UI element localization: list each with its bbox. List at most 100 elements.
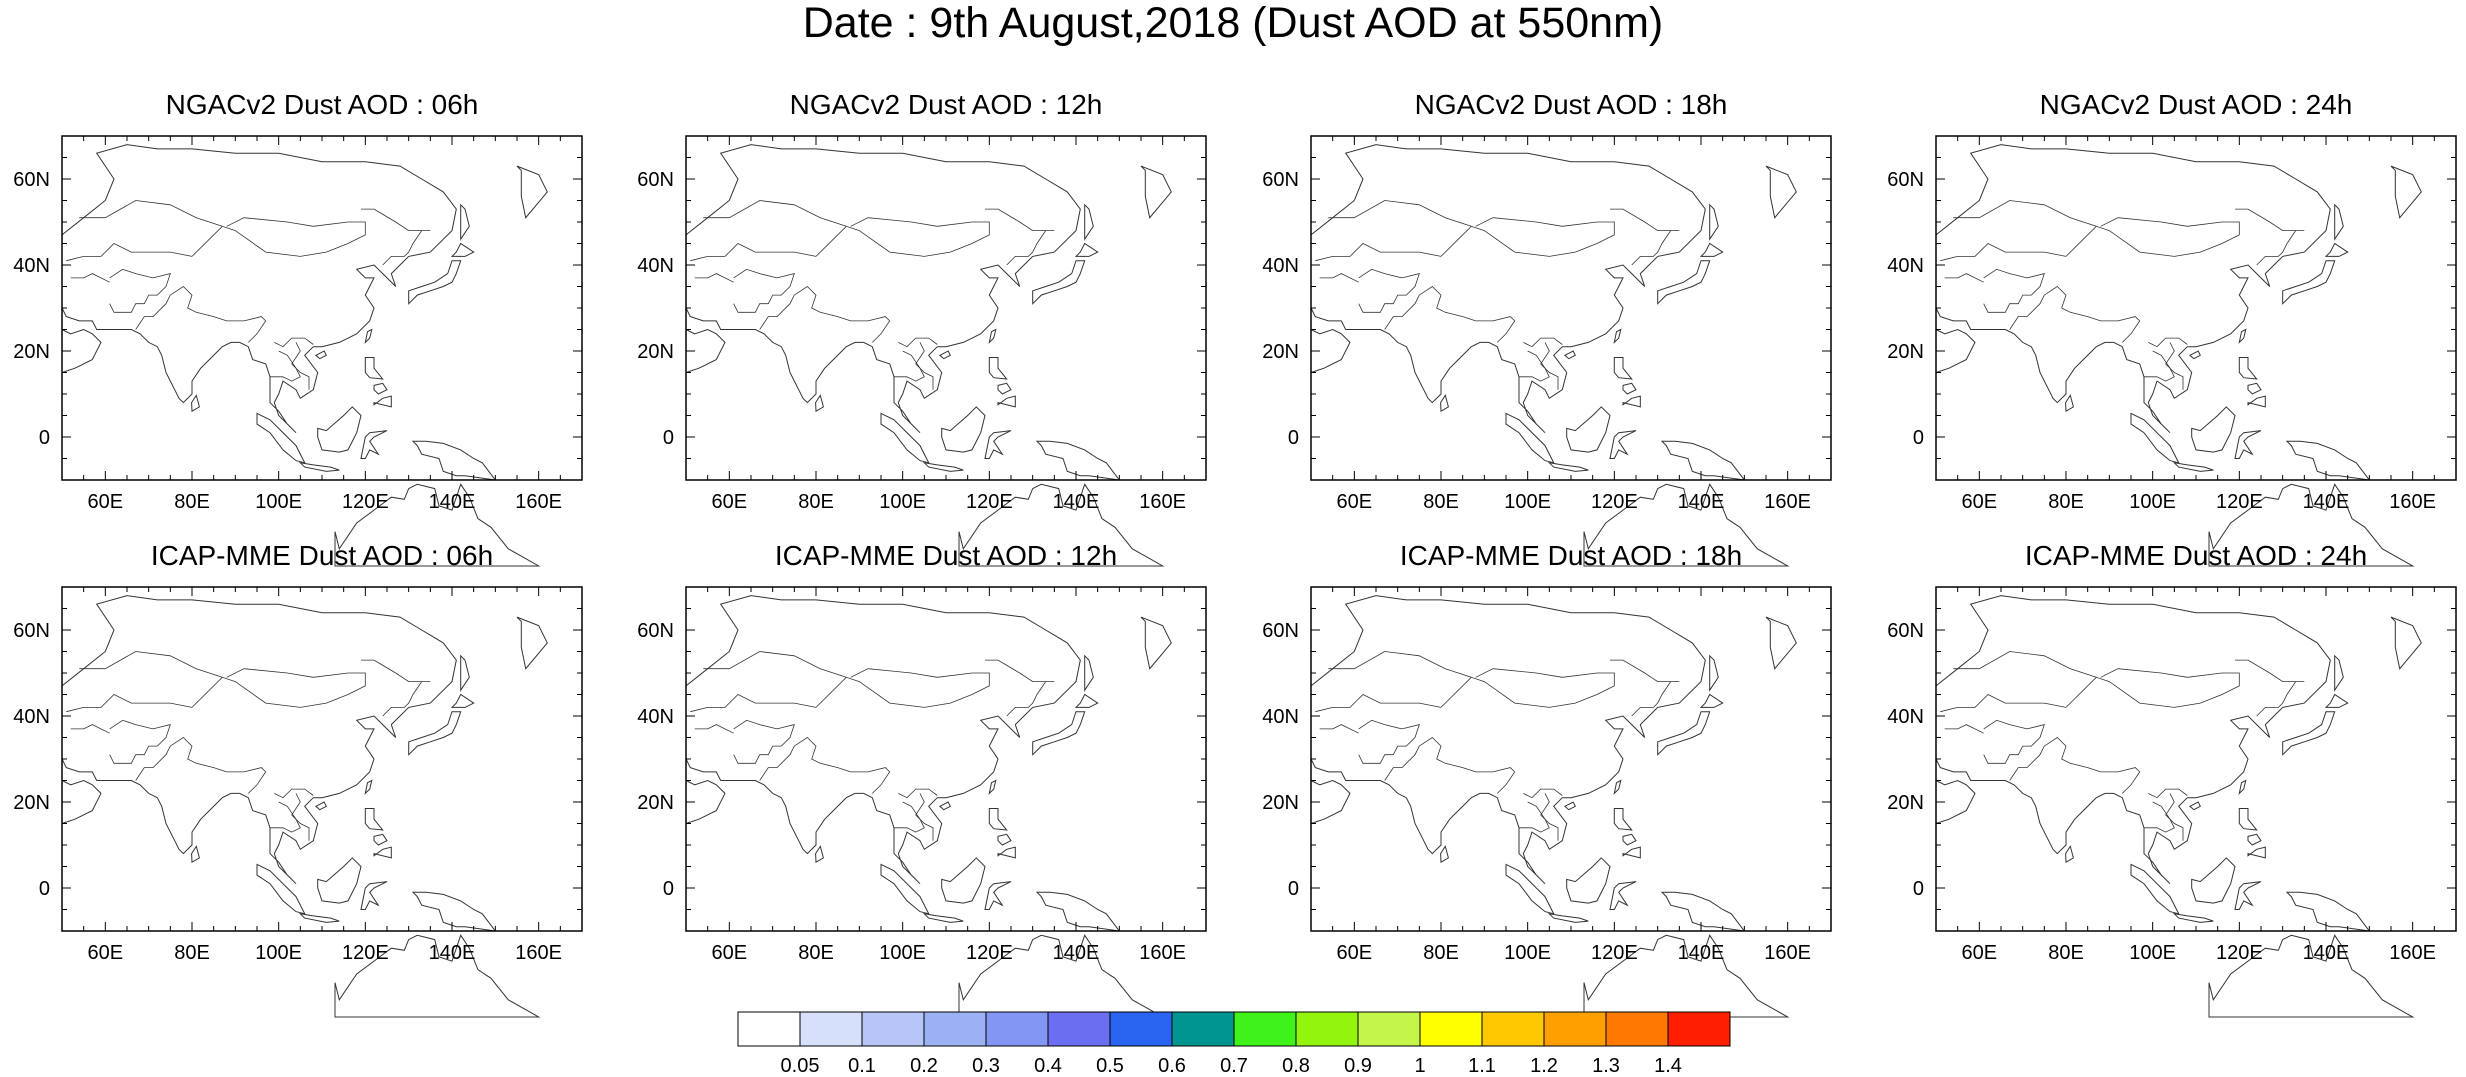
coastline (1660, 440, 1746, 481)
country-border (898, 788, 938, 799)
country-border (1631, 230, 1680, 266)
country-border (898, 337, 938, 348)
coastline (2238, 357, 2258, 380)
lat-tick-label: 20N (637, 341, 674, 363)
coastline (1035, 440, 1121, 481)
country-border (690, 694, 817, 713)
coastline (61, 595, 457, 885)
lon-tick-label: 160E (2389, 491, 2436, 513)
lat-tick-label: 60N (1262, 169, 1299, 191)
lon-tick-label: 80E (1423, 491, 1459, 513)
panel-title: ICAP-MME Dust AOD : 06h (150, 540, 494, 571)
coastline (460, 203, 470, 241)
coastline (1613, 357, 1633, 380)
lat-tick-label: 0 (39, 427, 50, 449)
coastline (1609, 430, 1637, 459)
coastline (2065, 845, 2074, 864)
coastline (1084, 654, 1094, 692)
coastline (2238, 328, 2247, 344)
lat-tick-label: 60N (1887, 620, 1924, 642)
colorbar-swatch (985, 1011, 1049, 1047)
country-border (1519, 350, 1550, 382)
coastline (1564, 801, 1576, 811)
coastline (2390, 165, 2422, 219)
coastline (939, 350, 951, 360)
coastline (1622, 395, 1641, 408)
coastline (2238, 808, 2258, 831)
coastline (373, 846, 392, 859)
coastline (2130, 863, 2180, 915)
coastline (1566, 857, 1611, 904)
colorbar-label: 0.1 (848, 1055, 876, 1077)
country-border (1440, 217, 1615, 257)
coastline (2238, 779, 2247, 795)
aod-colorbar: 0.05 0.1 0.2 0.3 0.4 0.5 0.6 0.7 0.8 0.9 1 1.1 1.2 1.… (737, 1011, 1738, 1077)
country-border (1983, 268, 2045, 313)
lat-tick-label: 20N (1262, 341, 1299, 363)
lon-tick-label: 100E (879, 491, 926, 513)
lat-tick-label: 40N (13, 706, 50, 728)
coastline (364, 779, 373, 795)
coastline (1935, 144, 2331, 434)
lon-tick-label: 80E (2048, 942, 2084, 964)
coastline (1032, 260, 1086, 305)
coastline (1660, 891, 1746, 932)
coastlines (685, 595, 1172, 1018)
map-plot: 60E 80E 100E 120E 140E 160E 0 20N 40N 60N (13, 135, 583, 567)
coastline (1622, 833, 1637, 846)
map-plot: 60E 80E 100E 120E 140E 160E 0 20N 40N 60N (13, 586, 583, 1018)
lat-tick-label: 60N (637, 169, 674, 191)
map-panel: NGACv2 Dust AOD : 24h 60E 80E 100E 120E 140E 1… (1887, 89, 2457, 567)
coastline (984, 430, 1012, 459)
country-border (274, 788, 314, 799)
panel-title: NGACv2 Dust AOD : 06h (165, 89, 479, 120)
country-border (135, 285, 267, 343)
lat-tick-label: 20N (1887, 341, 1924, 363)
lat-tick-label: 40N (1262, 255, 1299, 277)
map-frame (1935, 135, 2457, 481)
panel-title: NGACv2 Dust AOD : 24h (2039, 89, 2353, 120)
lon-tick-label: 60E (88, 491, 124, 513)
coastline (1657, 260, 1711, 305)
colorbar-swatch (923, 1011, 987, 1047)
coastline (360, 881, 388, 910)
coastline (2172, 913, 2214, 923)
colorbar-swatch (1233, 1011, 1297, 1047)
coastline (939, 801, 951, 811)
coastline (988, 357, 1008, 380)
lon-tick-label: 80E (2048, 491, 2084, 513)
coastline (364, 328, 373, 344)
colorbar-label: 0.3 (972, 1055, 1000, 1077)
coastline (997, 395, 1016, 408)
coastline (450, 242, 475, 257)
coastline (2390, 616, 2422, 670)
lon-tick-label: 120E (1591, 491, 1638, 513)
colorbar-swatch (1543, 1011, 1607, 1047)
coastline (988, 779, 997, 795)
map-panel: NGACv2 Dust AOD : 18h 60E 80E 100E 120E 140E 1… (1262, 90, 1832, 567)
coastline (1440, 845, 1449, 864)
lat-tick-label: 60N (1262, 620, 1299, 642)
colorbar-swatch (1109, 1011, 1173, 1047)
country-border (361, 659, 422, 682)
coastline (2247, 833, 2262, 846)
country-border (1519, 801, 1550, 833)
country-border (70, 724, 110, 734)
coastline (373, 395, 392, 408)
map-frame (1935, 586, 2457, 932)
lon-tick-label: 160E (1764, 491, 1811, 513)
colorbar-label: 0.7 (1220, 1055, 1248, 1077)
coastline (997, 382, 1012, 395)
coastline (1084, 203, 1094, 241)
coastline (2191, 857, 2236, 904)
country-border (66, 243, 193, 262)
lat-tick-label: 20N (1887, 792, 1924, 814)
coastline (815, 845, 824, 864)
lon-tick-label: 100E (2129, 491, 2176, 513)
coastline (2285, 440, 2371, 481)
coastlines (1310, 595, 1797, 1018)
lon-tick-label: 160E (2389, 942, 2436, 964)
lat-tick-label: 20N (1262, 792, 1299, 814)
country-border (1315, 694, 1442, 713)
lat-tick-label: 20N (637, 792, 674, 814)
